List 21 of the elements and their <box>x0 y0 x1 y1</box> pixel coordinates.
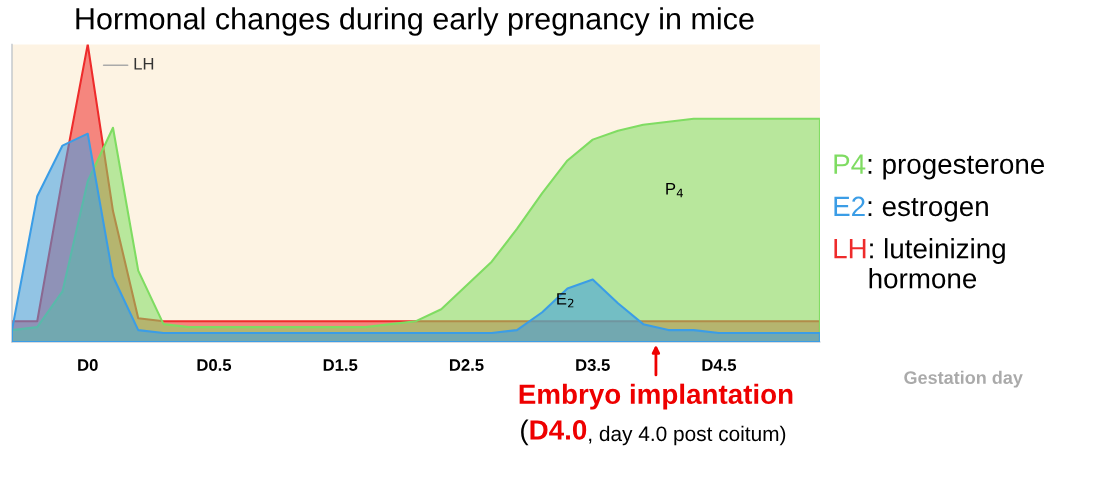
annotation: E$_{2}$ <box>557 293 574 308</box>
text: ( <box>521 419 529 446</box>
text: : progesterone <box>868 155 1045 180</box>
text: LH <box>834 239 866 259</box>
chart-title: Hormonal changes during early pregnancy in mice <box>76 7 754 36</box>
x-axis-title: Gestation day <box>904 370 1023 388</box>
text: D4.0 <box>530 420 587 440</box>
text: : estrogen <box>868 198 988 222</box>
x-tick-label: D0.5 <box>197 359 232 371</box>
series-label: P4 <box>834 154 866 174</box>
x-tick-label: D1.5 <box>323 359 358 371</box>
x-tick-label: D0 <box>78 359 98 371</box>
annotation: LH <box>134 58 154 70</box>
annotation: P$_{4}$ <box>666 183 683 198</box>
text: : luteinizing hormone <box>869 238 1005 289</box>
text: , day 4.0 post coitum) <box>589 425 786 446</box>
text: Embryo implantation <box>519 383 793 410</box>
x-tick-label: D3.5 <box>576 359 610 371</box>
x-tick-label: D2.5 <box>449 359 484 371</box>
x-tick-label: D4.5 <box>702 359 737 371</box>
text: E2 <box>834 196 865 216</box>
